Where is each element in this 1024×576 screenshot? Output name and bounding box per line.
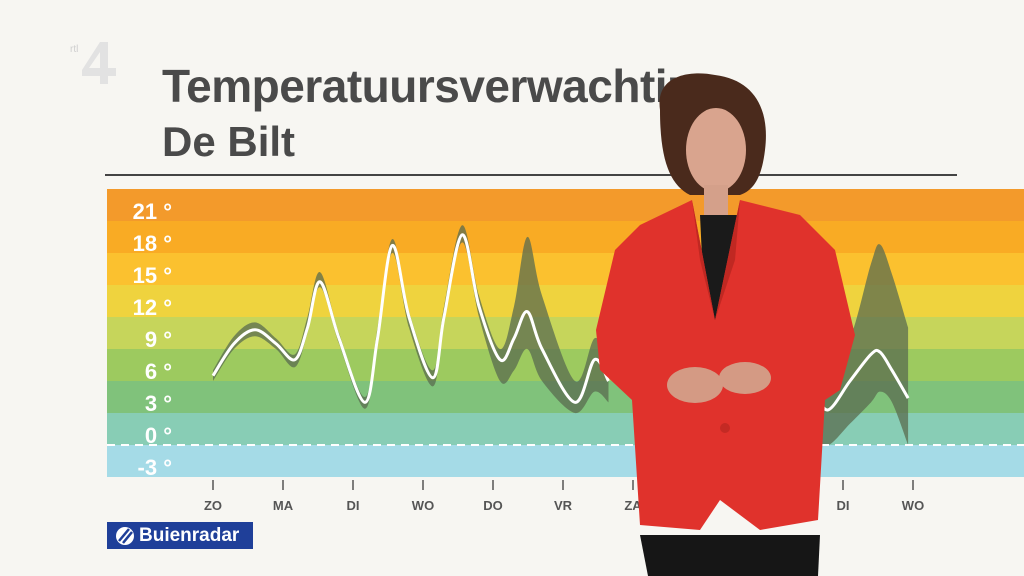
temperature-band (107, 189, 1024, 221)
y-tick-label: 12 ° (133, 295, 172, 320)
y-tick-label: 18 ° (133, 231, 172, 256)
x-tick-label: WO (902, 498, 924, 513)
y-tick-label: 9 ° (145, 327, 172, 352)
rtl4-logo: rtl (70, 42, 116, 84)
svg-text:rtl: rtl (70, 44, 78, 55)
page-title: Temperatuursverwachting (162, 60, 723, 112)
x-tick-label: VR (554, 498, 573, 513)
temperature-line (211, 233, 610, 404)
title-divider (105, 174, 957, 176)
x-tick-label: MA (273, 498, 294, 513)
x-tick-label: DO (483, 498, 503, 513)
buienradar-badge: Buienradar (107, 522, 253, 549)
buienradar-label: Buienradar (139, 524, 240, 546)
x-tick-label: DI (837, 498, 850, 513)
x-tick-label: ZA (624, 498, 642, 513)
x-tick-label: ZO (204, 498, 222, 513)
y-tick-label: 6 ° (145, 359, 172, 384)
location-subtitle: De Bilt (162, 118, 296, 165)
y-tick-label: 3 ° (145, 391, 172, 416)
x-tick-label: DI (347, 498, 360, 513)
temperature-band (107, 413, 1024, 445)
y-tick-label: -3 ° (138, 455, 172, 480)
y-tick-label: 15 ° (133, 263, 172, 288)
temperature-band (107, 445, 1024, 477)
y-tick-label: 21 ° (133, 199, 172, 224)
y-tick-label: 0 ° (145, 423, 172, 448)
temperature-band (107, 221, 1024, 253)
buienradar-logo-icon (116, 526, 134, 545)
x-tick-label: WO (412, 498, 434, 513)
